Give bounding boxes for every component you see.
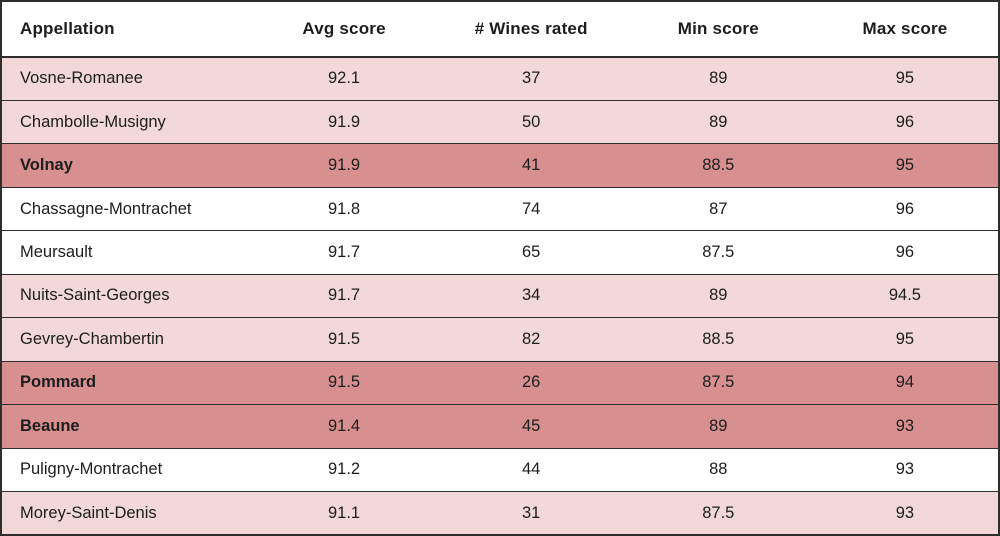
cell-appellation: Morey-Saint-Denis <box>1 491 251 535</box>
cell-wines-rated: 82 <box>437 317 625 362</box>
column-header-avg-score: Avg score <box>250 1 438 58</box>
cell-min-score: 89 <box>624 274 812 318</box>
cell-max-score: 95 <box>811 143 999 188</box>
cell-wines-rated: 65 <box>437 230 625 275</box>
cell-min-score: 87.5 <box>624 361 812 405</box>
cell-wines-rated: 26 <box>437 361 625 405</box>
cell-avg-score: 91.7 <box>250 230 438 275</box>
cell-appellation: Volnay <box>1 143 251 188</box>
cell-appellation: Pommard <box>1 361 251 405</box>
table-row: Vosne-Romanee 92.1 37 89 95 <box>1 57 999 101</box>
table-header: Appellation Avg score # Wines rated Min … <box>1 1 999 58</box>
cell-avg-score: 91.8 <box>250 187 438 231</box>
cell-wines-rated: 31 <box>437 491 625 535</box>
cell-max-score: 93 <box>811 448 999 492</box>
cell-min-score: 87.5 <box>624 491 812 535</box>
cell-max-score: 96 <box>811 230 999 275</box>
table-row: Chassagne-Montrachet 91.8 74 87 96 <box>1 187 999 231</box>
cell-wines-rated: 41 <box>437 143 625 188</box>
cell-wines-rated: 44 <box>437 448 625 492</box>
cell-max-score: 93 <box>811 404 999 449</box>
cell-appellation: Vosne-Romanee <box>1 57 251 101</box>
header-row: Appellation Avg score # Wines rated Min … <box>1 1 999 58</box>
cell-min-score: 89 <box>624 404 812 449</box>
cell-max-score: 96 <box>811 187 999 231</box>
cell-avg-score: 91.5 <box>250 361 438 405</box>
cell-min-score: 88 <box>624 448 812 492</box>
table-row: Pommard 91.5 26 87.5 94 <box>1 361 999 405</box>
cell-min-score: 87 <box>624 187 812 231</box>
cell-wines-rated: 50 <box>437 100 625 144</box>
cell-appellation: Chambolle-Musigny <box>1 100 251 144</box>
cell-min-score: 89 <box>624 100 812 144</box>
column-header-appellation: Appellation <box>1 1 251 58</box>
cell-wines-rated: 45 <box>437 404 625 449</box>
table-body: Vosne-Romanee 92.1 37 89 95 Chambolle-Mu… <box>1 57 999 535</box>
cell-appellation: Chassagne-Montrachet <box>1 187 251 231</box>
cell-min-score: 89 <box>624 57 812 101</box>
cell-wines-rated: 37 <box>437 57 625 101</box>
cell-max-score: 93 <box>811 491 999 535</box>
cell-appellation: Gevrey-Chambertin <box>1 317 251 362</box>
cell-max-score: 94 <box>811 361 999 405</box>
table-row: Morey-Saint-Denis 91.1 31 87.5 93 <box>1 491 999 535</box>
cell-appellation: Meursault <box>1 230 251 275</box>
cell-min-score: 88.5 <box>624 143 812 188</box>
table-row: Gevrey-Chambertin 91.5 82 88.5 95 <box>1 317 999 362</box>
cell-avg-score: 91.5 <box>250 317 438 362</box>
cell-max-score: 96 <box>811 100 999 144</box>
cell-avg-score: 91.9 <box>250 143 438 188</box>
table-row: Puligny-Montrachet 91.2 44 88 93 <box>1 448 999 492</box>
cell-avg-score: 91.7 <box>250 274 438 318</box>
table-row: Volnay 91.9 41 88.5 95 <box>1 143 999 188</box>
column-header-wines-rated: # Wines rated <box>437 1 625 58</box>
cell-avg-score: 91.4 <box>250 404 438 449</box>
table-row: Chambolle-Musigny 91.9 50 89 96 <box>1 100 999 144</box>
column-header-min-score: Min score <box>624 1 812 58</box>
cell-avg-score: 92.1 <box>250 57 438 101</box>
cell-avg-score: 91.2 <box>250 448 438 492</box>
table-row: Beaune 91.4 45 89 93 <box>1 404 999 449</box>
cell-max-score: 95 <box>811 317 999 362</box>
cell-appellation: Nuits-Saint-Georges <box>1 274 251 318</box>
cell-max-score: 94.5 <box>811 274 999 318</box>
cell-appellation: Beaune <box>1 404 251 449</box>
cell-wines-rated: 34 <box>437 274 625 318</box>
cell-avg-score: 91.9 <box>250 100 438 144</box>
table-row: Nuits-Saint-Georges 91.7 34 89 94.5 <box>1 274 999 318</box>
table-row: Meursault 91.7 65 87.5 96 <box>1 230 999 275</box>
cell-min-score: 88.5 <box>624 317 812 362</box>
cell-wines-rated: 74 <box>437 187 625 231</box>
cell-avg-score: 91.1 <box>250 491 438 535</box>
column-header-max-score: Max score <box>811 1 999 58</box>
cell-max-score: 95 <box>811 57 999 101</box>
cell-min-score: 87.5 <box>624 230 812 275</box>
cell-appellation: Puligny-Montrachet <box>1 448 251 492</box>
